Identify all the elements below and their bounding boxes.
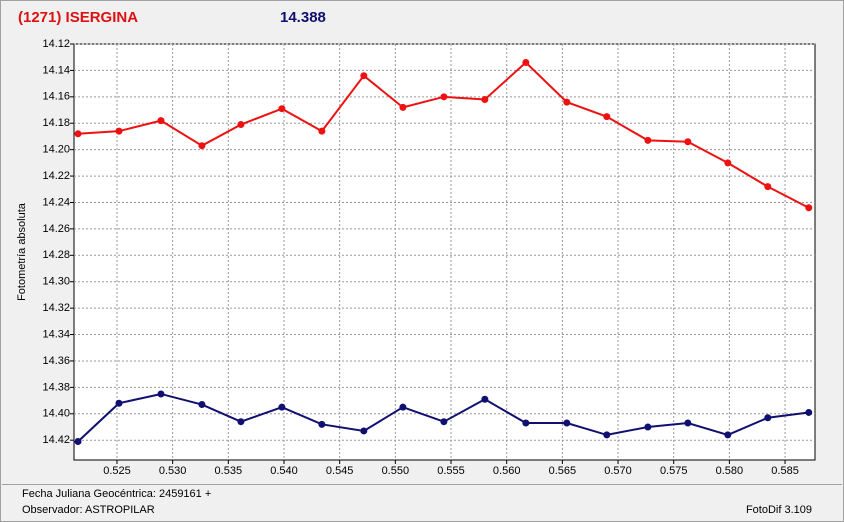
data-point bbox=[603, 113, 611, 121]
y-tick-label: 14.28 bbox=[42, 249, 70, 261]
x-tick-label: 0.560 bbox=[493, 465, 521, 477]
data-point bbox=[157, 390, 165, 398]
x-tick-label: 0.565 bbox=[549, 465, 577, 477]
data-point bbox=[481, 95, 489, 103]
x-tick-label: 0.535 bbox=[215, 465, 243, 477]
data-point bbox=[522, 58, 530, 66]
software-version: FotoDif 3.109 bbox=[746, 504, 812, 516]
y-tick-label: 14.36 bbox=[42, 355, 70, 367]
data-point bbox=[278, 403, 286, 411]
y-tick-label: 14.18 bbox=[42, 117, 70, 129]
data-point bbox=[563, 419, 571, 427]
data-point bbox=[764, 414, 772, 422]
y-tick-label: 14.24 bbox=[42, 196, 70, 208]
data-point bbox=[237, 121, 245, 129]
data-point bbox=[724, 159, 732, 167]
x-tick-label: 0.540 bbox=[270, 465, 298, 477]
y-tick-label: 14.34 bbox=[42, 328, 70, 340]
data-point bbox=[198, 401, 206, 409]
y-axis-label: Fotometría absoluta bbox=[16, 202, 28, 301]
data-point bbox=[684, 138, 692, 146]
plot-area bbox=[73, 43, 816, 461]
x-tick-label: 0.575 bbox=[660, 465, 688, 477]
data-point bbox=[644, 136, 652, 144]
data-point bbox=[157, 117, 165, 125]
x-tick-label: 0.550 bbox=[382, 465, 410, 477]
data-point bbox=[115, 127, 123, 135]
data-point bbox=[440, 93, 448, 101]
data-point bbox=[805, 408, 813, 416]
data-point bbox=[74, 130, 82, 138]
y-tick-label: 14.16 bbox=[42, 91, 70, 103]
data-point bbox=[563, 98, 571, 106]
y-tick-label: 14.14 bbox=[42, 64, 70, 76]
y-tick-label: 14.32 bbox=[42, 302, 70, 314]
data-point bbox=[198, 142, 206, 150]
x-tick-label: 0.585 bbox=[771, 465, 799, 477]
x-tick-label: 0.530 bbox=[159, 465, 187, 477]
y-tick-label: 14.30 bbox=[42, 276, 70, 288]
data-point bbox=[724, 431, 732, 439]
data-point bbox=[764, 183, 772, 191]
x-axis-label: Fecha Juliana Geocéntrica: 2459161 + bbox=[22, 488, 211, 500]
data-point bbox=[360, 72, 368, 80]
y-tick-label: 14.40 bbox=[42, 408, 70, 420]
data-point bbox=[684, 419, 692, 427]
data-point bbox=[318, 127, 326, 135]
data-point bbox=[805, 204, 813, 212]
y-tick-label: 14.20 bbox=[42, 144, 70, 156]
y-tick-label: 14.12 bbox=[42, 38, 70, 50]
data-point bbox=[115, 399, 123, 407]
x-tick-label: 0.525 bbox=[103, 465, 131, 477]
chart-subtitle: 14.388 bbox=[280, 9, 326, 26]
data-point bbox=[522, 419, 530, 427]
chart-title: (1271) ISERGINA bbox=[18, 9, 138, 26]
x-tick-label: 0.545 bbox=[326, 465, 354, 477]
x-tick-label: 0.555 bbox=[437, 465, 465, 477]
data-point bbox=[440, 418, 448, 426]
data-point bbox=[399, 403, 407, 411]
data-point bbox=[644, 423, 652, 431]
data-point bbox=[318, 420, 326, 428]
y-tick-label: 14.38 bbox=[42, 381, 70, 393]
x-tick-label: 0.580 bbox=[716, 465, 744, 477]
data-point bbox=[237, 418, 245, 426]
data-point bbox=[360, 427, 368, 435]
data-point bbox=[481, 395, 489, 403]
data-point bbox=[278, 105, 286, 113]
data-point bbox=[603, 431, 611, 439]
data-point bbox=[74, 438, 82, 446]
observer: Observador: ASTROPILAR bbox=[22, 504, 155, 516]
y-tick-label: 14.22 bbox=[42, 170, 70, 182]
y-tick-label: 14.26 bbox=[42, 223, 70, 235]
y-tick-label: 14.42 bbox=[42, 434, 70, 446]
data-point bbox=[399, 103, 407, 111]
x-tick-label: 0.570 bbox=[604, 465, 632, 477]
